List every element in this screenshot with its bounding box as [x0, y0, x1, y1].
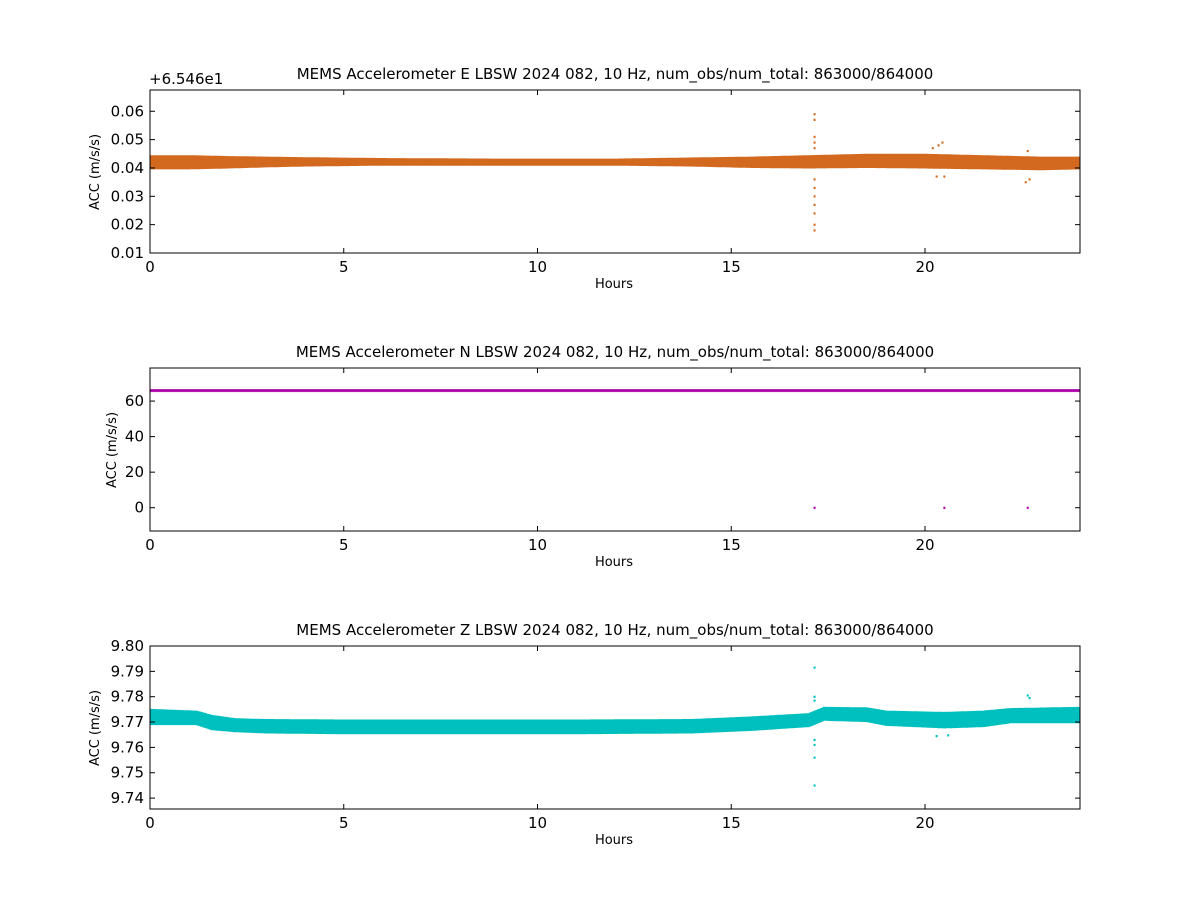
- x-tick-label: 0: [145, 814, 155, 832]
- panel-title: MEMS Accelerometer E LBSW 2024 082, 10 H…: [297, 65, 934, 84]
- data-point: [935, 175, 938, 178]
- plot-area: 0 5 10 15 20 9.74 9.75 9.76 9.77 9.78 9.79 9.80: [111, 637, 1081, 832]
- data-point: [813, 756, 816, 759]
- data-point: [1024, 181, 1027, 184]
- x-axis-label: Hours: [595, 555, 633, 570]
- data-point: [813, 212, 816, 215]
- x-tick-label: 10: [528, 258, 547, 276]
- x-tick-label: 20: [915, 258, 934, 276]
- data-layer: [150, 666, 1080, 787]
- data-point: [931, 147, 934, 150]
- panel-n: MEMS Accelerometer N LBSW 2024 082, 10 H…: [105, 343, 1081, 570]
- data-point: [813, 186, 816, 189]
- y-tick-label: 0.02: [111, 216, 144, 234]
- x-axis-label: Hours: [595, 833, 633, 848]
- x-tick-label: 15: [722, 258, 741, 276]
- x-tick-label: 5: [339, 536, 349, 554]
- y-tick-label: 9.76: [111, 738, 144, 756]
- plot-frame: [149, 645, 1081, 810]
- y-tick-label: 0.01: [111, 244, 144, 262]
- panel-e: MEMS Accelerometer E LBSW 2024 082, 10 H…: [88, 65, 1081, 292]
- data-layer: [150, 389, 1080, 509]
- y-tick-label: 9.74: [111, 789, 144, 807]
- data-point: [1026, 694, 1029, 697]
- panel-z: MEMS Accelerometer Z LBSW 2024 082, 10 H…: [88, 621, 1081, 848]
- data-point: [813, 178, 816, 181]
- x-tick-label: 5: [339, 814, 349, 832]
- data-point: [813, 695, 816, 698]
- data-point: [813, 195, 816, 198]
- y-axis-label: ACC (m/s/s): [105, 412, 120, 488]
- x-tick-label: 20: [915, 536, 934, 554]
- data-point: [943, 175, 946, 178]
- data-band-core: [150, 159, 1080, 165]
- plot-area: 0 5 10 15 20 0.01 0.02 0.03 0.04 0.05 0.06: [111, 89, 1081, 276]
- x-tick-label: 10: [528, 536, 547, 554]
- y-axis-label: ACC (m/s/s): [88, 134, 103, 210]
- data-point: [1028, 178, 1031, 181]
- data-point: [813, 666, 816, 669]
- y-tick-label: 0.04: [111, 159, 144, 177]
- x-tick-label: 20: [915, 814, 934, 832]
- panel-title: MEMS Accelerometer Z LBSW 2024 082, 10 H…: [296, 621, 933, 640]
- data-point: [947, 734, 950, 737]
- y-tick-label: 0.05: [111, 131, 144, 149]
- x-axis-label: Hours: [595, 277, 633, 292]
- y-tick-label: 9.80: [111, 637, 144, 655]
- data-point: [943, 506, 946, 509]
- data-point: [937, 144, 940, 147]
- y-tick-label: 60: [125, 392, 144, 410]
- data-point: [1026, 149, 1029, 153]
- data-layer: [150, 113, 1080, 232]
- y-tick-label: 20: [125, 463, 144, 481]
- data-point: [1026, 506, 1029, 509]
- y-tick-label: 0.06: [111, 102, 144, 120]
- data-point: [813, 118, 816, 121]
- y-tick-label: 40: [125, 428, 144, 446]
- x-tick-label: 5: [339, 258, 349, 276]
- plot-area: 0 5 10 15 20 0 20 40 60: [125, 367, 1081, 554]
- data-point: [813, 147, 816, 150]
- y-tick-label: 9.77: [111, 713, 144, 731]
- data-point: [813, 141, 816, 144]
- x-tick-label: 15: [722, 814, 741, 832]
- data-point: [941, 141, 944, 144]
- x-tick-label: 0: [145, 258, 155, 276]
- plot-frame: [149, 89, 1081, 254]
- data-point: [813, 203, 816, 207]
- data-point: [813, 743, 816, 747]
- panel-title: MEMS Accelerometer N LBSW 2024 082, 10 H…: [296, 343, 934, 362]
- x-tick-label: 10: [528, 814, 547, 832]
- data-point: [813, 229, 816, 232]
- y-tick-label: 0: [134, 499, 144, 517]
- offset-text: +6.546e1: [149, 70, 223, 88]
- data-point: [813, 223, 816, 226]
- x-tick-label: 15: [722, 536, 741, 554]
- data-point: [813, 506, 816, 509]
- data-point: [813, 738, 816, 741]
- y-tick-label: 9.78: [111, 688, 144, 706]
- y-tick-label: 9.75: [111, 764, 144, 782]
- data-point: [813, 699, 816, 702]
- x-tick-label: 0: [145, 536, 155, 554]
- data-point: [935, 734, 938, 738]
- data-point: [813, 135, 816, 138]
- y-tick-label: 0.03: [111, 187, 144, 205]
- data-point: [1028, 696, 1031, 700]
- data-point: [813, 784, 816, 787]
- y-tick-label: 9.79: [111, 662, 144, 680]
- y-axis-label: ACC (m/s/s): [88, 690, 103, 766]
- data-point: [813, 113, 816, 116]
- data-band-core: [150, 712, 1080, 729]
- plot-frame: [149, 367, 1081, 532]
